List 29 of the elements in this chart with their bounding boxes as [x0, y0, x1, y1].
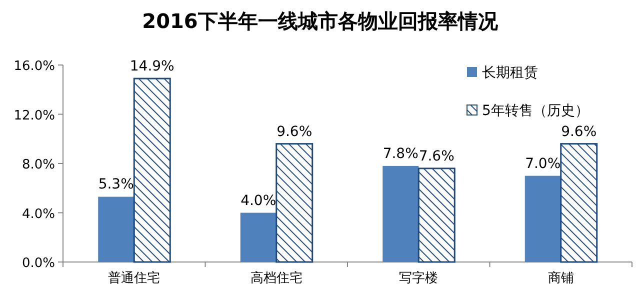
bar [98, 196, 134, 262]
x-tick-label: 高档住宅 [250, 270, 302, 286]
data-label: 7.6% [418, 148, 454, 164]
bar [276, 143, 314, 263]
legend-label: 长期租赁 [482, 65, 538, 81]
bar [133, 78, 171, 263]
data-label: 9.6% [561, 124, 597, 140]
data-label: 5.3% [98, 176, 134, 193]
data-label: 7.0% [525, 156, 561, 172]
x-tick-label: 商铺 [548, 271, 574, 286]
data-label: 14.9% [130, 58, 174, 75]
bar [418, 168, 456, 263]
chart-title: 2016下半年一线城市各物业回报率情况 [142, 9, 499, 33]
y-tick-label: 12.0% [14, 108, 55, 124]
bar [524, 176, 561, 262]
y-tick-label: 0.0% [22, 256, 55, 271]
y-tick-label: 8.0% [22, 158, 55, 172]
bar [240, 212, 276, 262]
data-label: 9.6% [276, 124, 312, 140]
x-tick-label: 写字楼 [399, 270, 438, 286]
data-label: 4.0% [240, 192, 276, 209]
bar [382, 166, 419, 262]
series-label: 5年转售（历史） [482, 103, 589, 119]
y-tick-label: 4.0% [22, 206, 55, 222]
bar [560, 143, 598, 263]
x-tick-label: 普通住宅 [108, 270, 160, 286]
y-tick-label: 16.0% [14, 59, 55, 74]
data-label: 7.8% [382, 146, 418, 162]
legend: 长期租赁 5年转售（历史） [466, 65, 589, 119]
